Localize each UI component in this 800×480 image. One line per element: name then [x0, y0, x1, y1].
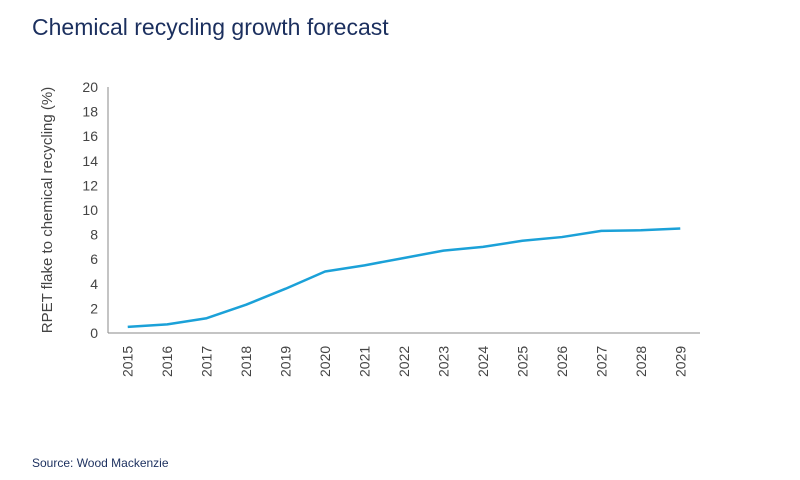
chart-title: Chemical recycling growth forecast	[32, 14, 389, 40]
y-tick-label: 6	[90, 251, 98, 267]
y-tick-label: 20	[82, 79, 98, 95]
x-tick-label: 2017	[199, 346, 215, 377]
y-tick-label: 0	[90, 325, 98, 341]
x-tick-label: 2028	[633, 346, 649, 377]
y-tick-label: 18	[82, 104, 98, 120]
x-tick-label: 2019	[278, 346, 294, 377]
x-tick-label: 2023	[435, 346, 451, 377]
y-tick-label: 16	[82, 128, 98, 144]
x-tick-label: 2026	[554, 346, 570, 377]
x-tick-label: 2018	[238, 346, 254, 377]
y-tick-label: 4	[90, 276, 98, 292]
x-tick-label: 2016	[159, 346, 175, 377]
series-line	[127, 227, 681, 329]
x-tick-label: 2020	[317, 346, 333, 377]
x-tick-label: 2022	[396, 346, 412, 377]
source-note: Source: Wood Mackenzie	[32, 456, 169, 470]
y-tick-label: 2	[90, 300, 98, 316]
y-tick-label: 12	[82, 177, 98, 193]
x-tick-label: 2025	[514, 346, 530, 377]
y-axis-label: RPET flake to chemical recycling (%)	[39, 87, 56, 333]
x-tick-label: 2029	[672, 346, 688, 377]
y-tick-label: 14	[82, 153, 98, 169]
y-tick-label: 10	[82, 202, 98, 218]
x-tick-label: 2024	[475, 346, 491, 377]
x-tick-label: 2015	[120, 346, 136, 377]
x-tick-label: 2027	[593, 346, 609, 377]
x-tick-label: 2021	[357, 346, 373, 377]
y-tick-label: 8	[90, 227, 98, 243]
